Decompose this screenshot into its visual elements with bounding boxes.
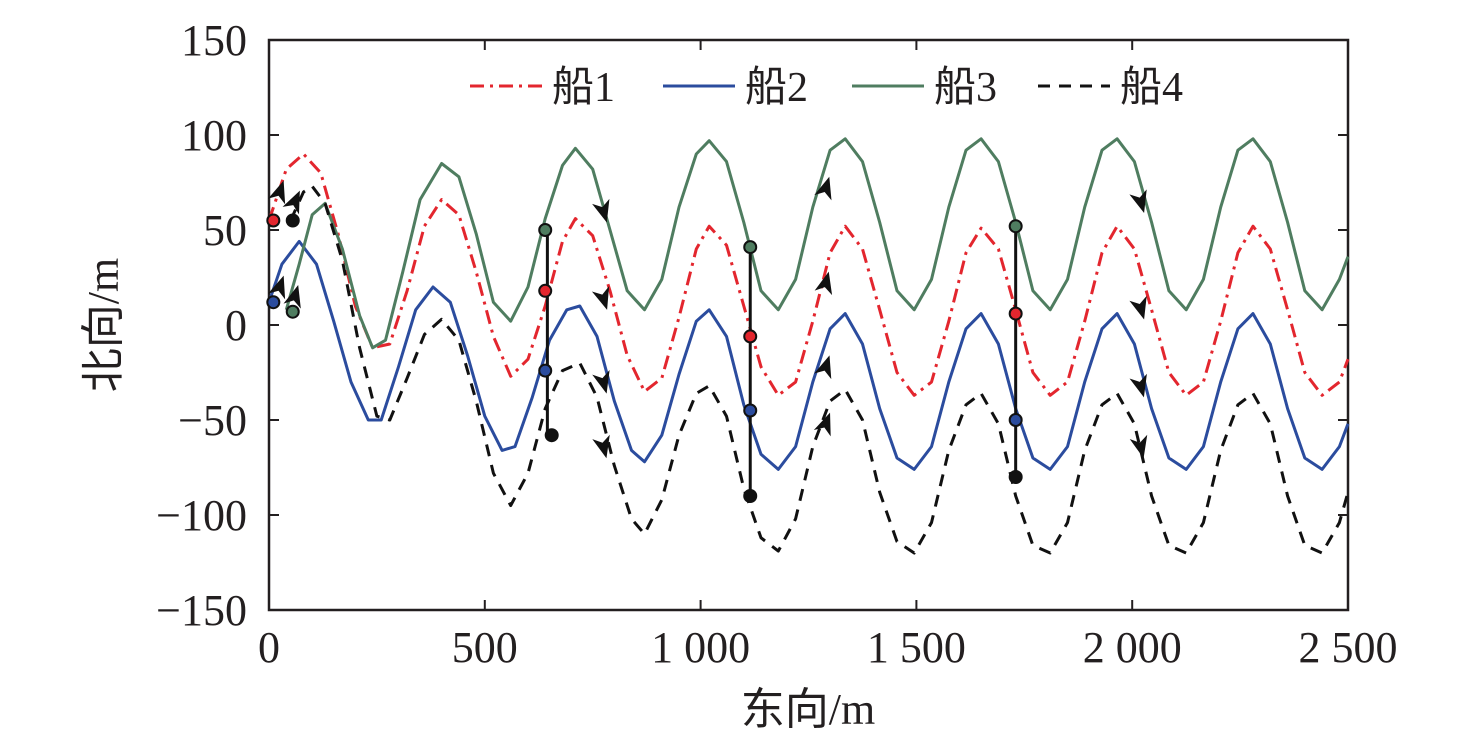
ship-position-marker (544, 428, 559, 443)
ship-position-marker (1008, 219, 1023, 234)
direction-arrow-icon (814, 355, 832, 380)
marker-layer (266, 176, 1148, 503)
direction-arrow-icon (592, 370, 610, 394)
y-tick-label: 100 (181, 111, 247, 160)
ship-position-marker (743, 329, 758, 344)
y-tick-label: 150 (181, 16, 247, 65)
x-tick-label: 1 500 (867, 623, 966, 672)
x-tick-label: 2 000 (1083, 623, 1182, 672)
y-tick-label: −150 (156, 586, 247, 635)
direction-arrow-icon (814, 271, 833, 296)
y-tick-label: −50 (178, 396, 247, 445)
ship-position-marker (1008, 470, 1023, 484)
x-tick-label: 2 500 (1299, 623, 1398, 672)
y-tick-label: −100 (156, 491, 247, 540)
axis-ticks (268, 39, 1349, 611)
y-axis-title: 北向/m (79, 258, 128, 392)
ship-position-marker (538, 223, 553, 237)
ship-position-marker (1008, 413, 1023, 427)
direction-arrow-icon (814, 176, 832, 201)
direction-arrow-icon (268, 275, 286, 300)
ship-position-marker (266, 213, 281, 228)
ship-position-marker (538, 363, 553, 378)
ship-position-marker (1008, 306, 1023, 321)
direction-arrow-icon (282, 190, 300, 215)
legend-label-2: 船2 (745, 65, 808, 111)
legend: 船1 船2 船3 船4 (470, 65, 1183, 111)
y-tick-label: 0 (225, 301, 247, 350)
series-layer (267, 137, 1350, 555)
x-tick-label: 0 (258, 623, 280, 672)
x-tick-label: 1 000 (651, 623, 750, 672)
x-tick-labels: 0 500 1 000 1 500 2 000 2 500 (258, 623, 1398, 672)
y-tick-labels: 150 100 50 0 −50 −100 −150 (156, 16, 247, 635)
legend-label-1: 船1 (552, 65, 615, 111)
direction-arrow-icon (1129, 295, 1147, 320)
direction-arrow-icon (1129, 189, 1147, 214)
ship-position-marker (538, 283, 553, 298)
series-line-1 (267, 152, 1350, 397)
formation-layer (545, 226, 1018, 496)
series-line-2 (267, 239, 1350, 471)
direction-arrow-icon (813, 412, 831, 437)
series-line-4 (289, 184, 1350, 555)
ship-position-marker (285, 213, 300, 228)
legend-label-3: 船3 (934, 65, 997, 111)
direction-arrow-icon (1129, 373, 1147, 398)
direction-arrow-icon (268, 180, 286, 205)
ship-position-marker (743, 489, 758, 503)
direction-arrow-icon (592, 198, 610, 223)
y-tick-label: 50 (203, 206, 247, 255)
direction-arrow-icon (592, 434, 610, 459)
ship-position-marker (266, 295, 281, 310)
ship-position-marker (285, 304, 300, 319)
direction-arrow-icon (591, 286, 610, 310)
ship-position-marker (743, 240, 758, 255)
series-line-3 (284, 137, 1350, 350)
x-axis-title: 东向/m (741, 685, 875, 734)
direction-arrow-icon (1129, 434, 1148, 459)
plot-frame (267, 38, 1350, 612)
x-tick-label: 500 (452, 623, 518, 672)
legend-label-4: 船4 (1120, 65, 1183, 111)
direction-arrow-icon (283, 284, 301, 309)
ship-position-marker (743, 403, 758, 418)
